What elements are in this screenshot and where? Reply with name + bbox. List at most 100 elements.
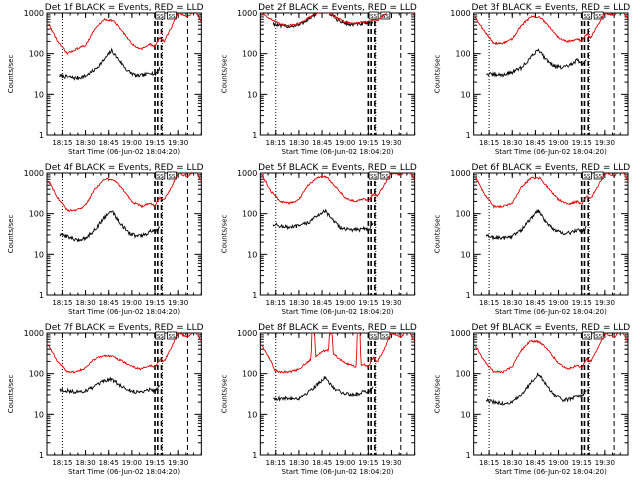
x-tick-label: 19:15: [358, 139, 378, 147]
y-tick-label: 1: [39, 451, 44, 460]
plot-area: [48, 13, 202, 81]
x-tick-label: 18:15: [52, 459, 72, 467]
tag-box: [155, 331, 166, 340]
x-tick-label: 18:30: [502, 459, 522, 467]
tag-label: SS: [595, 174, 602, 180]
panel-det-6f: Det 6f BLACK = Events, RED = LLD 1 10 100 10…: [434, 163, 631, 316]
plot-frame: [473, 172, 629, 296]
series-lld-line: [261, 333, 415, 374]
panel-title: Det 4f BLACK = Events, RED = LLD: [45, 163, 204, 173]
plot-area: [261, 173, 415, 233]
y-tick-label: 1: [252, 131, 257, 140]
y-tick-label: 1000: [237, 169, 257, 178]
x-tick-label: 19:15: [572, 459, 592, 467]
x-axis-label: Start Time (06-Jun-02 18:04:20): [282, 308, 394, 316]
series-events-line: [59, 47, 161, 81]
x-tick-label: 19:15: [358, 459, 378, 467]
plot-frame: [259, 332, 416, 456]
x-tick-label: 19:30: [381, 139, 401, 147]
y-tick-label: 100: [455, 210, 470, 219]
series-lld-line: [48, 333, 202, 374]
y-tick-label: 10: [247, 250, 257, 259]
y-axis-label: Counts/sec: [220, 55, 228, 94]
series-lld-line: [474, 333, 628, 374]
x-tick-label: 18:15: [479, 459, 499, 467]
series-lld-line: [261, 13, 415, 27]
tag-label: SS: [370, 174, 377, 180]
y-axis-label: Counts/sec: [434, 215, 442, 254]
y-axis-label: Counts/sec: [434, 55, 442, 94]
x-axis-label: Start Time (06-Jun-02 18:04:20): [282, 468, 394, 476]
y-tick-label: 10: [34, 90, 44, 99]
panel-title: Det 2f BLACK = Events, RED = LLD: [258, 3, 417, 13]
x-tick-label: 19:15: [572, 299, 592, 307]
y-tick-label: 1000: [450, 329, 470, 338]
tag-label: SS: [382, 14, 389, 20]
series-events-line: [485, 372, 587, 406]
y-tick-label: 1: [39, 291, 44, 300]
x-tick-label: 18:15: [479, 299, 499, 307]
x-tick-label: 18:30: [75, 459, 95, 467]
tag-label: SS: [370, 334, 377, 340]
y-tick-label: 10: [34, 410, 44, 419]
x-axis-label: Start Time (06-Jun-02 18:04:20): [495, 308, 607, 316]
tag-label: SS: [583, 14, 590, 20]
x-tick-label: 18:15: [52, 299, 72, 307]
x-tick-label: 18:45: [312, 139, 332, 147]
x-tick-label: 19:15: [145, 459, 165, 467]
tag-label: SS: [595, 14, 602, 20]
tag-box: [155, 11, 166, 20]
y-tick-label: 100: [29, 210, 44, 219]
tag-box: [368, 171, 379, 180]
y-tick-label: 100: [29, 370, 44, 379]
series-events-line: [486, 48, 587, 78]
series-events-line: [59, 210, 161, 243]
y-axis-label: Counts/sec: [220, 215, 228, 254]
tag-label: SS: [169, 334, 176, 340]
plot-area: [261, 13, 415, 29]
tag-label: SS: [169, 174, 176, 180]
x-tick-label: 19:30: [168, 139, 188, 147]
x-tick-label: 19:30: [168, 299, 188, 307]
series-events-line: [272, 208, 374, 233]
x-tick-label: 18:45: [99, 299, 119, 307]
plot-frame: [473, 332, 629, 456]
x-tick-label: 19:30: [595, 139, 615, 147]
panel-det-8f: Det 8f BLACK = Events, RED = LLD 1 10 100 10…: [220, 323, 417, 476]
plot-area: [474, 173, 628, 241]
series-events-line: [272, 375, 374, 403]
y-tick-label: 10: [460, 250, 470, 259]
x-tick-label: 19:00: [335, 299, 355, 307]
x-tick-label: 18:30: [289, 299, 309, 307]
x-axis-label: Start Time (06-Jun-02 18:04:20): [495, 148, 607, 156]
x-tick-label: 18:45: [525, 139, 545, 147]
tag-box: [582, 11, 592, 20]
y-tick-label: 100: [455, 370, 470, 379]
plot-frame: [473, 12, 629, 136]
series-lld-line: [48, 173, 202, 212]
y-tick-label: 1000: [24, 169, 44, 178]
panel-title: Det 8f BLACK = Events, RED = LLD: [258, 323, 417, 333]
series-lld-line: [474, 13, 628, 46]
y-tick-label: 100: [242, 50, 257, 59]
x-tick-label: 19:15: [358, 299, 378, 307]
tag-label: SS: [583, 334, 590, 340]
tag-box: [155, 171, 166, 180]
panel-title: Det 6f BLACK = Events, RED = LLD: [471, 163, 630, 173]
x-tick-label: 19:15: [145, 139, 165, 147]
y-tick-label: 1: [39, 131, 44, 140]
y-tick-label: 10: [34, 250, 44, 259]
y-axis-label: Counts/sec: [434, 375, 442, 414]
plot-frame: [46, 12, 202, 136]
tag-box: [380, 11, 391, 20]
tag-label: SS: [157, 14, 164, 20]
tag-label: SS: [382, 334, 389, 340]
y-tick-label: 100: [455, 50, 470, 59]
x-tick-label: 19:00: [548, 299, 568, 307]
panel-det-7f: Det 7f BLACK = Events, RED = LLD 1 10 100 10…: [7, 323, 204, 476]
panel-det-4f: Det 4f BLACK = Events, RED = LLD 1 10 100 10…: [7, 163, 204, 316]
tag-label: SS: [157, 174, 164, 180]
tag-box: [368, 11, 379, 20]
x-tick-label: 19:00: [548, 459, 568, 467]
